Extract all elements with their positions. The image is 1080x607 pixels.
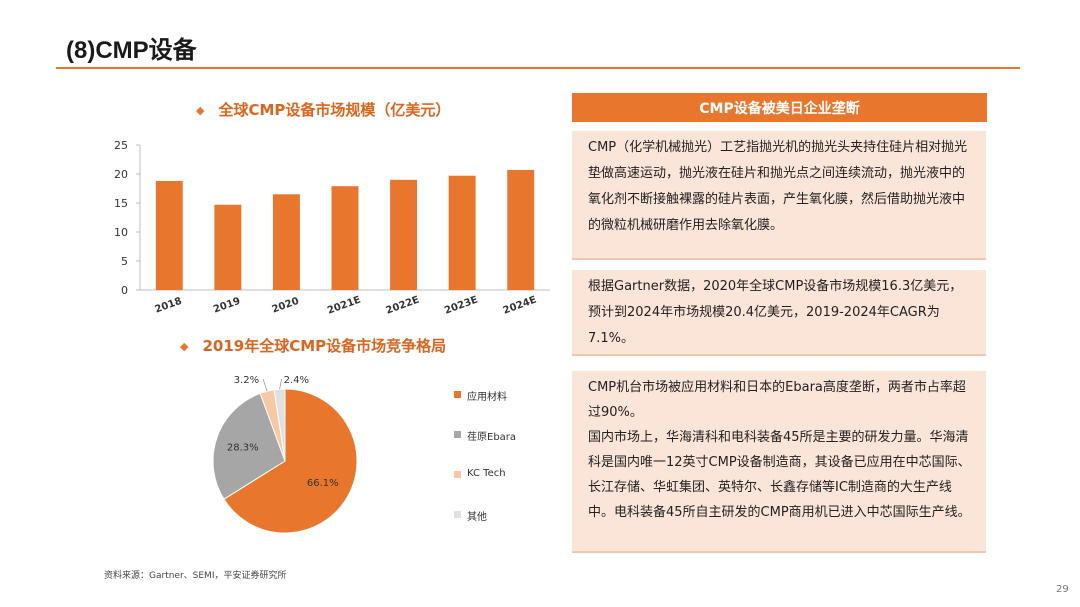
bar-chart: 0 5 10 15 20 25 2018 2019 2020 2021E 2022E 2023E 202… <box>114 139 550 317</box>
y-tick-label: 15 <box>114 197 128 210</box>
pie-chart: 66.1% 28.3% 3.2% 2.4% <box>212 375 358 534</box>
pie-slice <box>212 392 286 500</box>
bar <box>448 175 476 290</box>
bar-chart-title-text: 全球CMP设备市场规模（亿美元） <box>218 101 451 119</box>
panel-text: CMP机台市场被应用材料和日本的Ebara高度垄断，两者市占率超过90%。 <box>588 380 966 420</box>
legend-swatch <box>454 391 461 398</box>
pie-chart-title: ◆ 2019年全球CMP设备市场竞争格局 <box>180 335 446 356</box>
panel-box-cmp-definition: CMP（化学机械抛光）工艺指抛光机的抛光头夹持住硅片相对抛光垫做高速运动，抛光液… <box>572 131 986 260</box>
bar-chart-title: ◆ 全球CMP设备市场规模（亿美元） <box>196 99 450 120</box>
pie-chart-title-text: 2019年全球CMP设备市场竞争格局 <box>202 337 447 355</box>
x-tick-label: 2019 <box>212 296 242 316</box>
legend-item: 应用材料 <box>454 388 516 428</box>
pie-slice <box>223 388 358 534</box>
legend-item: 荏原Ebara <box>454 428 516 468</box>
x-tick-label: 2023E <box>443 294 479 316</box>
diamond-bullet-icon: ◆ <box>196 104 205 117</box>
x-tick-label: 2022E <box>385 294 421 316</box>
diamond-bullet-icon: ◆ <box>180 340 189 353</box>
y-tick-label: 10 <box>114 226 128 239</box>
legend-swatch <box>454 471 461 478</box>
legend-item: 其他 <box>454 508 516 548</box>
pie-data-label: 66.1% <box>307 478 339 489</box>
bar <box>272 194 300 290</box>
legend-item: KC Tech <box>454 468 516 508</box>
panel-text: 根据Gartner数据，2020年全球CMP设备市场规模16.3亿美元，预计到2… <box>588 279 963 346</box>
pie-data-label: 3.2% <box>234 375 259 386</box>
legend-label: 其他 <box>467 512 487 523</box>
legend-swatch <box>454 511 461 518</box>
pie-legend: 应用材料 荏原Ebara KC Tech 其他 <box>454 388 516 548</box>
source-note: 资料来源：Gartner、SEMI，平安证券研究所 <box>104 571 287 581</box>
x-tick-label: 2018 <box>153 296 183 316</box>
bar <box>390 179 418 290</box>
panel-box-market-size: 根据Gartner数据，2020年全球CMP设备市场规模16.3亿美元，预计到2… <box>572 270 986 356</box>
legend-label: 应用材料 <box>467 392 507 403</box>
panel-text: 国内市场上，华海清科和电科装备45所是主要的研发力量。华海清科是国内唯一12英寸… <box>588 430 971 520</box>
bar <box>331 186 359 290</box>
legend-label: KC Tech <box>467 468 506 479</box>
bar <box>507 169 535 290</box>
x-tick-label: 2021E <box>326 294 362 316</box>
panel-box-competition: CMP机台市场被应用材料和日本的Ebara高度垄断，两者市占率超过90%。 国内… <box>572 371 986 553</box>
legend-swatch <box>454 431 461 438</box>
page-number: 29 <box>1056 584 1069 595</box>
page-title: (8)CMP设备 <box>66 37 197 64</box>
x-tick-label: 2020 <box>271 296 301 316</box>
pie-slice <box>273 388 286 462</box>
y-tick-label: 5 <box>121 255 128 268</box>
pie-leader-line <box>279 378 282 390</box>
panel-header: CMP设备被美日企业垄断 <box>572 93 987 122</box>
y-tick-label: 0 <box>121 284 128 297</box>
x-tick-label: 2024E <box>502 294 538 316</box>
legend-label: 荏原Ebara <box>467 432 517 443</box>
y-tick-label: 25 <box>114 139 128 152</box>
title-divider <box>56 67 1020 69</box>
bar <box>214 204 242 290</box>
y-tick-label: 20 <box>114 168 128 181</box>
panel-text: CMP（化学机械抛光）工艺指抛光机的抛光头夹持住硅片相对抛光垫做高速运动，抛光液… <box>588 140 968 233</box>
pie-leader-line <box>262 378 268 392</box>
pie-data-label: 2.4% <box>284 375 309 386</box>
pie-data-label: 28.3% <box>227 443 259 454</box>
bar <box>155 180 183 290</box>
